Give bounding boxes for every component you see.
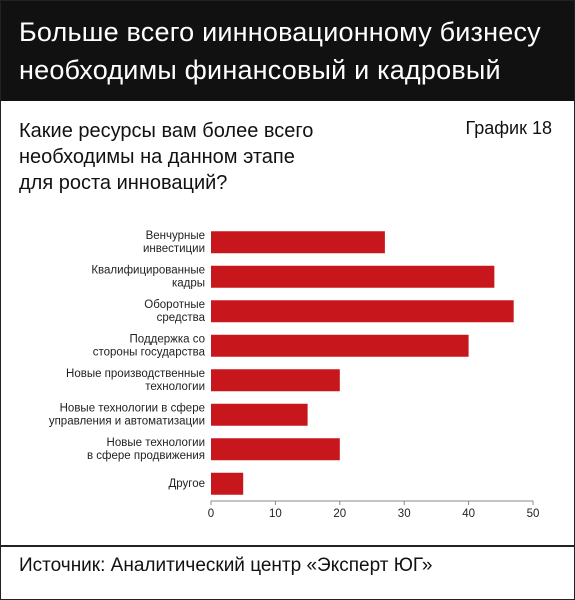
bar <box>211 334 469 357</box>
y-tick-label: Поддержка со стороны государства <box>93 333 206 358</box>
chart-title: Больше всего иинновационному бизнесу нео… <box>19 17 541 123</box>
y-tick-label: Новые технологии в сфере управления и авт… <box>49 402 205 427</box>
header <box>1 1 574 101</box>
chart-number: График 18 <box>465 118 552 138</box>
separator <box>1 545 574 547</box>
x-tick-label: 0 <box>208 508 214 520</box>
bar <box>211 403 308 426</box>
y-tick-label: Новые технологии в сфере продвижения <box>87 437 205 462</box>
y-tick-label: Квалифицированные кадры <box>91 264 205 289</box>
x-tick-label: 20 <box>333 508 346 520</box>
chart: 0 10 20 30 40 50 Венчурные инвестиции Квалифицир… <box>49 230 540 520</box>
bar <box>211 231 385 254</box>
chart-subtitle: Какие ресурсы вам более всего необходимы… <box>19 120 314 194</box>
y-tick-label: Другое <box>168 478 205 490</box>
bar <box>211 265 495 288</box>
x-tick-label: 30 <box>398 508 411 520</box>
x-tick-label: 10 <box>269 508 282 520</box>
x-tick-label: 40 <box>462 508 475 520</box>
y-tick-label: Оборотные средства <box>144 299 205 324</box>
bar <box>211 300 514 323</box>
source: Источник: Аналитический центр «Эксперт Ю… <box>19 555 433 576</box>
y-tick-label: Новые производственные технологии <box>66 368 205 393</box>
bar <box>211 438 340 461</box>
y-tick-label: Венчурные инвестиции <box>143 230 205 255</box>
x-tick-label: 50 <box>527 508 540 520</box>
bar <box>211 369 340 392</box>
bar <box>211 472 244 495</box>
